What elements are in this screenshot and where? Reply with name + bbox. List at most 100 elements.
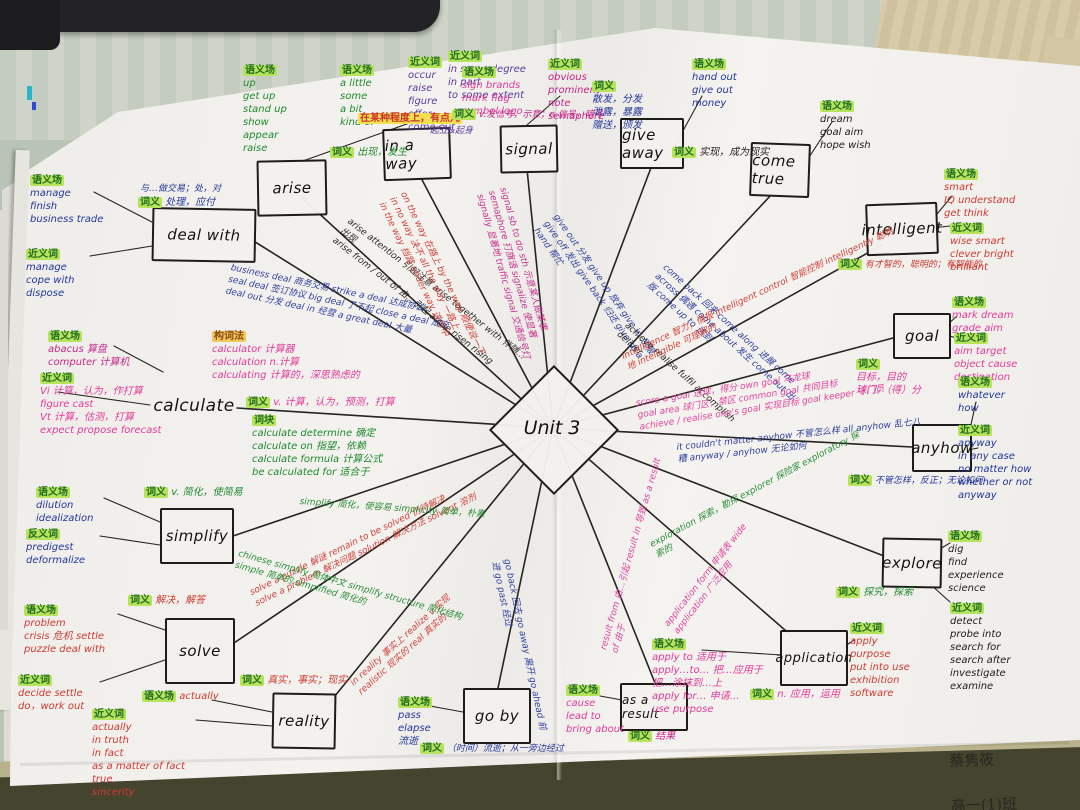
word-list: sign brands mark flag symbol logo: [462, 80, 523, 117]
signature-name: 蔡隽筱: [948, 750, 995, 770]
meaning-text: 出现，发生: [357, 147, 408, 158]
label-chip: 语义场: [340, 65, 374, 76]
label-chip: 语义场: [566, 685, 600, 696]
solve-semantic-field: 语义场 problem crisis 危机 settle puzzle deal …: [24, 604, 105, 656]
give-away-semantic-field: 语义场 hand out give out money: [692, 58, 737, 110]
as-a-result-meaning: 词义 结果: [628, 730, 675, 743]
cyan-mark: [27, 86, 32, 100]
label-chip: 语义场: [952, 297, 986, 308]
anyhow-synonyms: 近义词 anyway in any case no matter how whet…: [958, 424, 1032, 502]
label-chip: 词义: [330, 147, 354, 158]
intelligent-meaning: 词义 有才智的，聪明的；有智能的: [838, 258, 982, 272]
meaning-text: 目标，目的 球门，（得）分: [856, 372, 921, 396]
label-chip: 近义词: [92, 709, 126, 720]
node-label: arise: [272, 178, 312, 198]
node-label: solve: [179, 642, 221, 660]
node-label: deal with: [167, 225, 241, 245]
label-chip: 语义场: [652, 639, 686, 650]
label-chip: 近义词: [850, 623, 884, 634]
word-list: mark dream grade aim: [952, 310, 1014, 334]
word-list: whatever how: [958, 390, 1005, 414]
node-label: anyhow: [911, 439, 973, 457]
node-reality: reality: [271, 692, 337, 750]
label-chip: 近义词: [40, 373, 74, 384]
word-list: apply purpose put into use exhibition so…: [850, 636, 910, 699]
label-chip: 词块: [252, 415, 276, 426]
in-a-way-meaning: 在某种程度上，有点儿: [358, 112, 462, 125]
anyhow-meaning: 词义 不管怎样，反正；无论如何: [848, 474, 983, 488]
label-chip: 语义场: [462, 67, 496, 78]
meaning-text: v. 简化，使简易: [171, 487, 243, 498]
word-list: wise smart clever bright brilliant: [950, 236, 1014, 273]
blue-mark: [32, 102, 36, 110]
arise-semantic-field: 语义场 up get up stand up show appear raise: [243, 64, 287, 155]
label-chip: 语义场: [30, 175, 64, 186]
center-node-label: Unit 3: [523, 417, 581, 439]
signature-class: 高一(1)班: [950, 794, 1018, 810]
calculate-meaning: 词义 v. 计算，认为，预测，打算: [246, 396, 395, 409]
note-text: 起立&起身: [430, 126, 474, 136]
application-semantic-field: 语义场 apply to 适用于 apply…to… 把…应用于 把…涂抹到…上 …: [652, 638, 777, 716]
solve-meaning: 词义 解决，解答: [128, 594, 205, 607]
label-chip: 语义场: [24, 605, 58, 616]
label-chip: 近义词: [950, 603, 984, 614]
dark-device-corner: [0, 0, 60, 50]
word-list: cause lead to bring about: [566, 698, 624, 735]
node-label: goal: [904, 327, 940, 345]
label-chip: 词义: [750, 689, 774, 700]
simplify-meaning: 词义 v. 简化，使简易: [144, 486, 243, 499]
node-label: explore: [881, 553, 943, 573]
meaning-text: 不管怎样，反正；无论如何: [874, 476, 983, 486]
node-deal-with: deal with: [151, 207, 257, 263]
node-label: simplify: [165, 527, 229, 545]
meaning-text: v. 计算，认为，预测，打算: [273, 397, 395, 408]
meaning-text: 实现，成为现实: [699, 147, 770, 158]
label-chip: 词义: [592, 81, 616, 92]
node-arise: arise: [256, 159, 328, 217]
meaning-text: 解决，解答: [155, 595, 206, 606]
word-list: anyway in any case no matter how whether…: [958, 438, 1033, 501]
label-chip: 语义场: [142, 691, 176, 702]
word-list: pass elapse 流逝: [398, 710, 431, 747]
label-chip: 词义: [138, 197, 162, 208]
label-chip: 近义词: [18, 675, 52, 686]
signal-semantic-field: 语义场 sign brands mark flag symbol logo: [462, 66, 523, 118]
signal-synonyms: 近义词 obvious prominent note semaphore: [548, 58, 604, 123]
calculate-semantic-field: 语义场 abacus 算盘 computer 计算机: [48, 330, 129, 369]
explore-semantic-field: 语义场 dig find experience science: [948, 530, 1004, 595]
node-go-by: go by: [463, 688, 531, 744]
word-list: actually: [179, 691, 219, 702]
label-chip: 语义场: [820, 101, 854, 112]
arise-note: 起立&起身: [430, 126, 473, 138]
solve-synonyms: 近义词 decide settle do，work out: [18, 674, 84, 713]
meaning-text: 有才智的，聪明的；有智能的: [864, 260, 982, 270]
word-list: actually in truth in fact as a matter of…: [92, 722, 185, 798]
word-list: hand out give out money: [692, 72, 737, 109]
deal-with-meaning: 词义 处理，应付: [138, 196, 215, 209]
label-chip: 近义词: [26, 249, 60, 260]
word-list: abacus 算盘 computer 计算机: [48, 344, 130, 368]
word-list: smart IQ understand get think: [944, 182, 1016, 219]
label-chip: 反义词: [26, 529, 60, 540]
anyhow-semantic-field: 语义场 whatever how: [958, 376, 1005, 415]
label-chip: 词义: [836, 587, 860, 598]
node-signal: signal: [499, 124, 559, 174]
label-chip: 近义词: [954, 333, 988, 344]
label-chip: 词义: [128, 595, 152, 606]
label-chip: 语义场: [398, 697, 432, 708]
label-chip: 词义: [240, 675, 264, 686]
node-label: calculate: [153, 396, 235, 416]
meaning-text: 处理，应付: [165, 197, 216, 208]
node-label: reality: [278, 711, 330, 731]
label-chip: 词义: [144, 487, 168, 498]
word-list: dream goal aim hope wish: [820, 114, 871, 151]
node-label: application: [775, 650, 853, 666]
calculate-synonyms: 近义词 Vi 计算，认为，作打算 figure cast Vt 计算，估测，打算 …: [40, 372, 161, 437]
word-list: obvious prominent note semaphore: [548, 72, 605, 122]
arise-meaning: 词义 出现，发生: [330, 146, 407, 159]
node-as-a-result: as a result: [620, 683, 688, 731]
node-label: as a result: [622, 693, 660, 721]
reality-meaning: 词义 真实，事实；现实: [240, 674, 347, 687]
word-list: up get up stand up show appear raise: [243, 78, 287, 154]
deal-with-note: 与…做交易；处，对: [140, 184, 221, 196]
